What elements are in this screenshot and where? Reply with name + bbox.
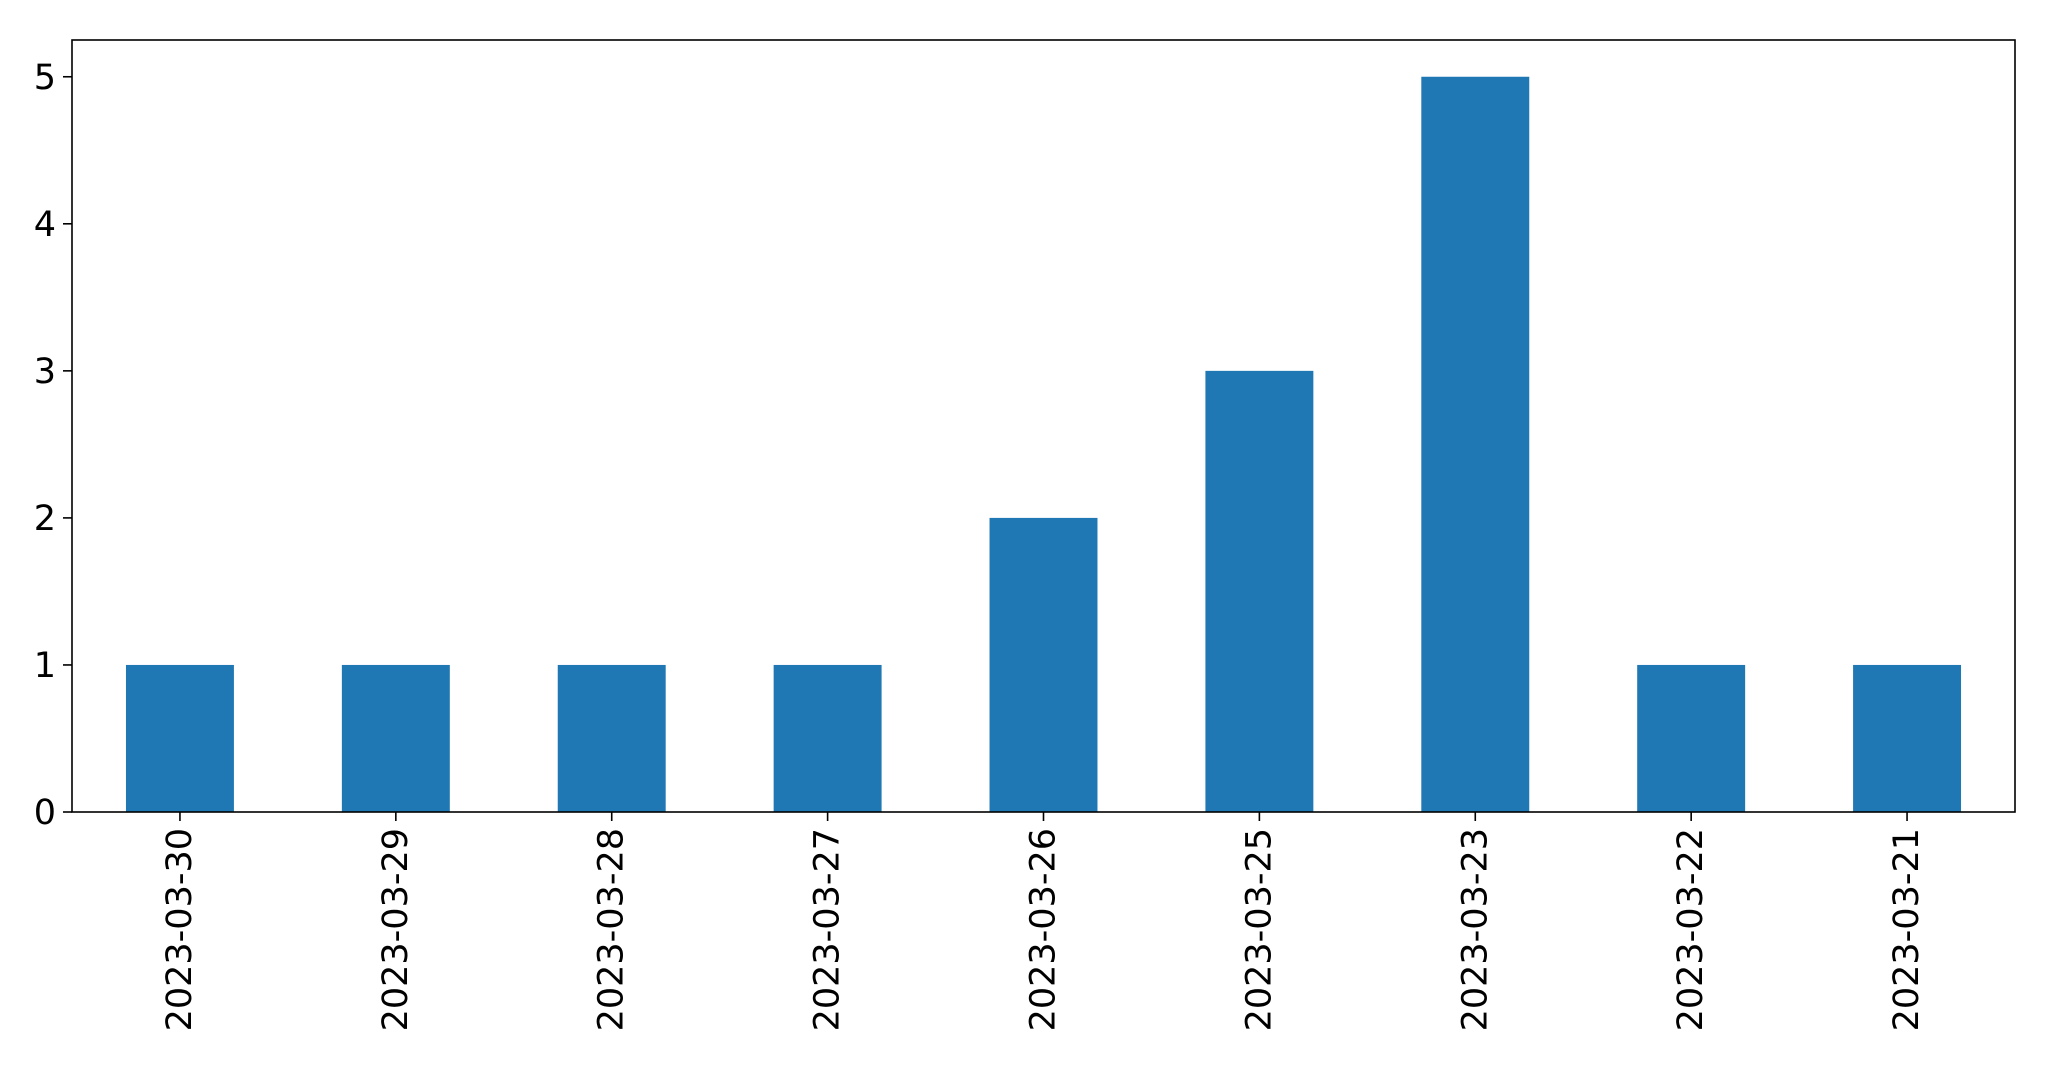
y-axis: 0 1 2 3 4 5: [34, 58, 72, 833]
bar-2023-03-30: [125, 664, 234, 812]
bar-2023-03-29: [341, 664, 450, 812]
y-tick-label: 3: [34, 352, 56, 392]
y-tick-label: 4: [34, 205, 56, 245]
y-tick-label: 2: [34, 499, 56, 539]
bars-layer: [125, 76, 1962, 812]
bar-2023-03-23: [1421, 76, 1530, 812]
x-axis: 2023-03-30 2023-03-29 2023-03-28 2023-03-27…: [160, 812, 1927, 1031]
bar-2023-03-26: [989, 517, 1098, 812]
plot-frame: [71, 39, 2016, 813]
x-tick-label: 2023-03-28: [592, 828, 632, 1031]
x-tick-label: 2023-03-22: [1671, 828, 1711, 1031]
bar-2023-03-25: [1205, 370, 1314, 812]
bar-2023-03-21: [1853, 664, 1962, 812]
y-tick-label: 1: [34, 646, 56, 686]
y-tick-label: 5: [34, 58, 56, 98]
x-tick-label: 2023-03-26: [1024, 828, 1064, 1031]
x-tick-label: 2023-03-29: [376, 828, 416, 1031]
bar-2023-03-27: [773, 664, 882, 812]
bar-2023-03-22: [1637, 664, 1746, 812]
x-tick-label: 2023-03-27: [808, 828, 848, 1031]
x-tick-label: 2023-03-30: [160, 828, 200, 1031]
bar-2023-03-28: [557, 664, 666, 812]
x-tick-label: 2023-03-21: [1887, 828, 1927, 1031]
y-tick-label: 0: [34, 793, 56, 833]
x-tick-label: 2023-03-23: [1455, 828, 1495, 1031]
x-tick-label: 2023-03-25: [1239, 828, 1279, 1031]
